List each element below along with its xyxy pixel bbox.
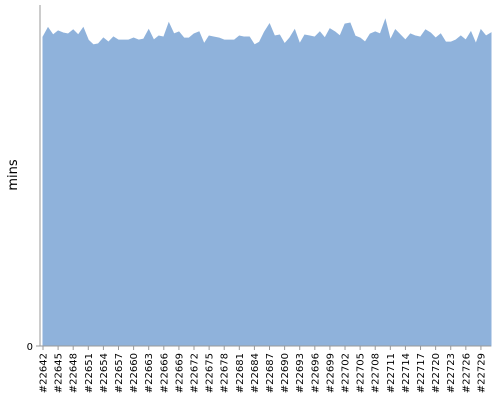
y-axis-label: mins <box>6 159 21 191</box>
x-tick-label: #22705 <box>356 353 367 393</box>
x-tick-label: #22711 <box>386 353 397 393</box>
x-tick-label: #22687 <box>265 353 276 393</box>
x-tick-label: #22666 <box>159 353 170 393</box>
x-tick-label: #22729 <box>476 353 487 393</box>
x-tick-label: #22663 <box>144 353 155 393</box>
x-tick-label: #22714 <box>401 353 412 393</box>
x-tick-label: #22642 <box>39 353 50 393</box>
x-tick-label: #22660 <box>129 353 140 393</box>
x-tick-label: #22669 <box>174 353 185 393</box>
x-tick-label: #22648 <box>69 353 80 393</box>
area <box>42 18 492 347</box>
x-tick-label: #22699 <box>325 353 336 393</box>
x-tick-label: #22651 <box>84 353 95 393</box>
x-tick-label: #22645 <box>54 353 65 393</box>
x-tick-label: #22726 <box>461 353 472 393</box>
x-tick-label: #22693 <box>295 353 306 393</box>
x-tick-label: #22690 <box>280 353 291 393</box>
x-tick-label: #22654 <box>99 353 110 393</box>
x-tick-label: #22696 <box>310 353 321 393</box>
x-tick-label: #22717 <box>416 353 427 393</box>
x-tick-label: #22681 <box>235 353 246 393</box>
x-tick-label: #22678 <box>220 353 231 393</box>
y-tick-label: 0 <box>27 342 33 353</box>
x-tick-label: #22657 <box>114 353 125 393</box>
x-tick-label: #22720 <box>431 353 442 393</box>
x-tick-label: #22684 <box>250 353 261 393</box>
x-tick-label: #22675 <box>205 353 216 393</box>
x-tick-label: #22708 <box>371 353 382 393</box>
x-tick-label: #22702 <box>341 353 352 393</box>
x-tick-label: #22723 <box>446 353 457 393</box>
x-tick-label: #22672 <box>190 353 201 393</box>
